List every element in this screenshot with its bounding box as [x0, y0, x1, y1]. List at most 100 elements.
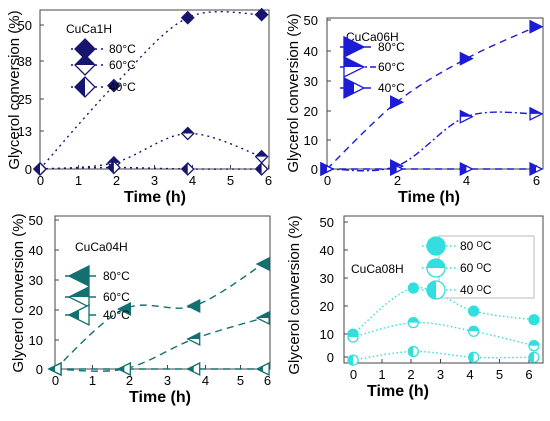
y-axis-label: Glycerol conversion (%): [286, 215, 303, 374]
data-point: [529, 161, 544, 177]
series-line-2: [326, 111, 537, 172]
legend-label: 80°C: [103, 269, 130, 283]
y-tick-label: 10: [304, 133, 318, 148]
legend-marker: [74, 76, 96, 98]
y-tick-label: 40: [29, 243, 43, 258]
y-tick-label: 0: [25, 162, 32, 177]
data-point: [116, 361, 132, 377]
y-tick-label: 0: [311, 162, 318, 177]
x-tick-label: 4: [189, 173, 196, 188]
y-tick-label: 38: [18, 54, 32, 69]
legend: 80 ᴼC 60 ᴼC 40 ᴼC: [422, 235, 535, 300]
y-axis-label: Glycerol conversion (%): [10, 213, 27, 372]
chart-title: CuCa08H: [351, 262, 404, 276]
x-tick-label: 5: [237, 373, 244, 388]
x-tick-label: 5: [496, 367, 503, 382]
y-tick-label: 25: [18, 92, 32, 107]
legend-marker: [67, 264, 90, 288]
x-tick-label: 4: [466, 367, 473, 382]
data-point: [116, 301, 132, 317]
x-tick-label: 2: [113, 173, 120, 188]
legend-marker: [67, 303, 90, 327]
y-axis-label: Glycerol conversion (%): [285, 13, 302, 172]
y-tick-label: 0: [327, 350, 334, 365]
series-line-2: [54, 317, 264, 372]
x-tick-label: 1: [89, 373, 96, 388]
data-point: [390, 161, 405, 177]
x-tick-label: 3: [437, 367, 444, 382]
y-tick-label: 10: [29, 333, 43, 348]
data-point: [528, 314, 540, 326]
data-point: [407, 282, 419, 294]
data-point: [528, 351, 540, 363]
chart-title: CuCa04H: [75, 240, 128, 254]
chart-panel-3: 0 1 2 3 4 5 6 0 10 20 30 40 50 Time (h) Glycerol conve…: [10, 213, 271, 406]
data-point: [468, 305, 480, 317]
legend-marker: [74, 54, 96, 76]
x-tick-label: 6: [264, 373, 271, 388]
legend-label: 40°C: [109, 80, 136, 94]
data-point: [347, 331, 359, 343]
data-point: [255, 256, 270, 272]
y-tick-label: 20: [320, 299, 334, 314]
legend-label: 60°C: [103, 290, 130, 304]
series-line-2: [39, 132, 262, 170]
data-point: [180, 10, 195, 25]
legend: 80°C 60°C 40°C: [65, 264, 130, 327]
data-point: [254, 162, 269, 176]
legend: 80°C 60°C 40°C: [71, 38, 136, 98]
data-point: [529, 19, 544, 34]
y-tick-label: 40: [304, 44, 318, 59]
data-point: [468, 351, 480, 363]
legend-label: 80°C: [109, 42, 136, 56]
y-tick-label: 20: [304, 104, 318, 119]
chart-title: CuCa1H: [66, 22, 112, 36]
data-point: [459, 51, 474, 66]
series-line-3: [352, 350, 534, 361]
y-tick-label: 50: [320, 215, 334, 230]
y-tick-label: 13: [18, 124, 32, 139]
chart-panel-1: 0 1 2 3 4 5 6 0 13 25 38 50 Time (h) Glycerol convers…: [6, 7, 272, 206]
y-axis-label: Glycerol conversion (%): [6, 10, 23, 169]
chart-panel-2: 0 2 4 6 0 10 20 30 40 50 Time (h) Glycerol conversi…: [285, 13, 544, 206]
x-tick-label: 2: [394, 173, 401, 188]
x-tick-label: 6: [265, 173, 272, 188]
data-point: [407, 345, 419, 358]
series-line-1: [326, 26, 537, 170]
plot-frame: [54, 215, 271, 370]
x-tick-label: 2: [126, 373, 133, 388]
data-point: [407, 316, 419, 329]
data-point: [390, 95, 405, 110]
x-tick-label: 6: [525, 367, 532, 382]
y-tick-label: 0: [36, 362, 43, 377]
data-point: [320, 161, 335, 177]
series-line-1: [54, 263, 264, 370]
y-tick-label: 30: [320, 271, 334, 286]
data-point: [347, 354, 359, 366]
data-point: [47, 361, 62, 377]
x-axis-label: Time (h): [367, 383, 429, 400]
data-point: [254, 7, 269, 22]
x-tick-label: 0: [350, 367, 357, 382]
y-tick-label: 50: [304, 13, 318, 28]
data-point: [254, 149, 269, 164]
x-tick-label: 3: [151, 173, 158, 188]
y-tick-label: 40: [320, 243, 334, 258]
legend-marker: [426, 236, 446, 256]
x-tick-label: 2: [407, 367, 414, 382]
x-tick-label: 4: [463, 173, 470, 188]
legend-label: 40°C: [378, 81, 405, 95]
data-point: [186, 298, 201, 314]
data-point: [459, 161, 474, 177]
data-point: [180, 126, 195, 141]
legend-label: 80°C: [378, 40, 405, 54]
legend-label: 60°C: [378, 60, 405, 74]
data-point: [468, 325, 480, 337]
legend-marker: [343, 76, 366, 100]
legend-marker: [343, 35, 366, 59]
data-point: [33, 162, 47, 176]
x-tick-label: 4: [202, 373, 209, 388]
data-point: [106, 78, 121, 93]
x-tick-label: 6: [533, 173, 540, 188]
